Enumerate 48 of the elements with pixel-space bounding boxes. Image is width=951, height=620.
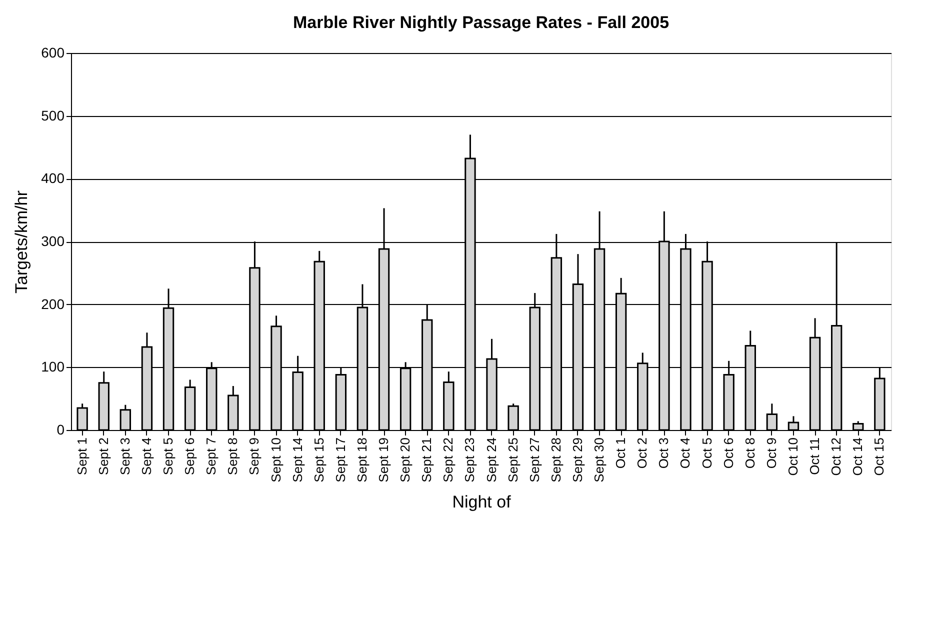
x-tick-label: Sept 18	[354, 438, 370, 482]
x-tick-label: Sept 1	[74, 438, 90, 476]
y-tick-label: 0	[56, 422, 65, 438]
y-axis-title: Targets/km/hr	[12, 190, 32, 294]
chart-title: Marble River Nightly Passage Rates - Fall 2005	[292, 13, 670, 32]
x-tick-label: Sept 30	[592, 438, 607, 482]
x-tick-label: Sept 23	[462, 438, 478, 482]
x-tick-label: Sept 7	[204, 438, 219, 476]
x-tick-label: Oct 9	[764, 438, 779, 469]
x-tick-label: Oct 11	[807, 438, 822, 475]
x-tick-label: Sept 25	[505, 438, 520, 482]
x-tick-label: Sept 2	[96, 438, 111, 476]
x-tick-label: Oct 2	[634, 438, 650, 469]
x-tick-label: Sept 22	[440, 438, 456, 482]
x-tick-label: Oct 14	[850, 438, 866, 476]
x-tick-label: Sept 27	[526, 438, 542, 482]
x-tick-label: Sept 24	[484, 438, 499, 482]
x-tick-label: Sept 15	[311, 438, 326, 482]
x-tick-label: Sept 6	[182, 438, 198, 476]
x-tick-label: Sept 3	[117, 438, 132, 476]
x-tick-label: Sept 9	[246, 438, 262, 476]
x-tick-label: Sept 8	[225, 438, 240, 476]
x-tick-label: Sept 29	[570, 438, 585, 482]
x-tick-label: Oct 8	[742, 438, 758, 469]
x-tick-label: Sept 4	[138, 438, 154, 476]
x-tick-label: Oct 6	[720, 438, 736, 469]
x-tick-label: Sept 19	[376, 438, 392, 482]
x-tick-label: Oct 12	[828, 438, 844, 476]
x-tick-label: Sept 17	[332, 438, 348, 482]
y-tick-label: 200	[41, 296, 65, 312]
y-tick-label: 100	[41, 358, 65, 375]
x-tick-label: Sept 14	[290, 438, 305, 482]
x-axis-title: Night of	[452, 492, 512, 512]
x-tick-label: Sept 28	[548, 438, 564, 482]
y-tick-label: 300	[41, 233, 65, 249]
x-tick-label: Sept 5	[160, 438, 176, 476]
x-tick-label: Sept 21	[419, 438, 434, 482]
y-tick-label: 400	[41, 170, 65, 186]
y-tick-label: 600	[41, 44, 65, 60]
x-tick-label: Oct 4	[678, 438, 693, 469]
x-tick-label: Oct 5	[699, 438, 714, 469]
y-tick-label: 500	[41, 107, 65, 124]
x-tick-label: Oct 1	[613, 438, 628, 469]
x-tick-label: Sept 10	[268, 438, 284, 482]
x-tick-label: Oct 10	[785, 438, 800, 476]
x-tick-label: Sept 20	[398, 438, 413, 482]
x-tick-label: Oct 15	[872, 438, 887, 476]
x-tick-label: Oct 3	[656, 438, 672, 469]
